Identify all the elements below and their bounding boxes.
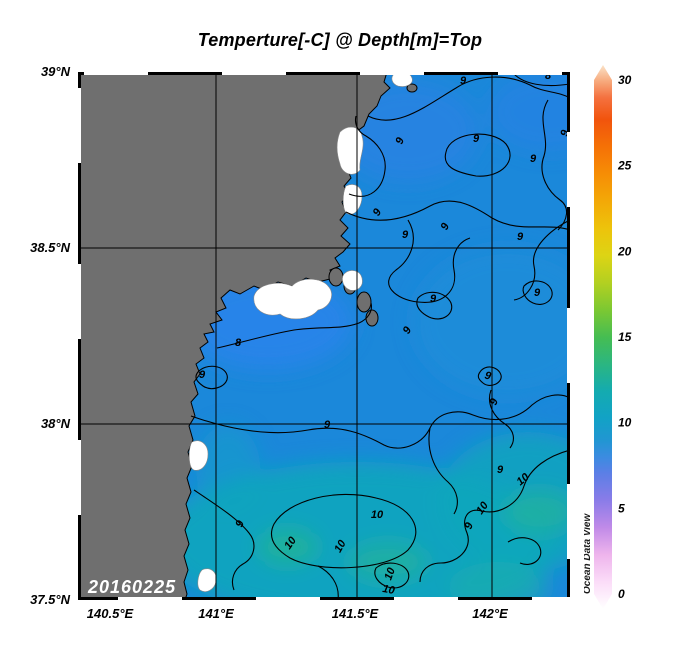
contour-value-label: 9 — [530, 153, 537, 165]
x-tick-label: 141.5°E — [331, 606, 379, 621]
contour-value-label: 8 — [235, 337, 242, 349]
contour-value-label: 9 — [460, 75, 467, 87]
x-tick-label: 141°E — [198, 606, 234, 621]
watermark-text: Ocean Data View — [584, 513, 593, 594]
colorbar-tick-label: 0 — [618, 587, 625, 601]
colorbar-tick-labels: 30 25 20 15 10 5 0 — [617, 73, 632, 601]
contour-value-label: 9 — [430, 293, 437, 305]
y-tick-label: 39°N — [40, 64, 70, 79]
y-tick-label: 38.5°N — [30, 240, 70, 255]
contour-value-label: 10 — [382, 565, 398, 581]
x-tick-label: 142°E — [472, 606, 508, 621]
contour-value-label: 10 — [371, 509, 384, 521]
contour-value-label: 9 — [439, 221, 453, 232]
y-tick-label: 38°N — [40, 416, 70, 431]
colorbar-tick-label: 15 — [618, 330, 632, 344]
date-label: 20160225 — [87, 577, 176, 597]
colorbar-tick-label: 30 — [618, 73, 632, 87]
colorbar-tick-label: 5 — [618, 501, 625, 515]
contour-value-label: 9 — [497, 464, 504, 476]
y-tick-label: 37.5°N — [30, 592, 70, 607]
contour-value-label: 9 — [487, 396, 501, 407]
contour-value-label: 8 — [545, 72, 552, 82]
colorbar-gradient-bar — [594, 65, 612, 609]
contour-value-label: 9 — [473, 133, 480, 145]
colorbar-tick-label: 20 — [617, 244, 632, 258]
contour-lines — [190, 73, 570, 600]
contour-value-label: 9 — [517, 231, 524, 243]
colorbar: 30 25 20 15 10 5 0 Ocean Data View — [584, 65, 632, 609]
contour-value-label: 10 — [381, 583, 396, 597]
contour-value-label: 9 — [534, 287, 541, 299]
contour-value-label: 9 — [393, 135, 407, 146]
contour-value-label: 9 — [324, 419, 331, 431]
contour-value-label: 9 — [199, 369, 206, 381]
colorbar-tick-label: 25 — [617, 159, 632, 173]
map-frame — [78, 72, 570, 600]
x-tick-label: 140.5°E — [86, 606, 134, 621]
contour-value-label: 9 — [462, 520, 476, 531]
contour-value-label: 9 — [559, 128, 570, 138]
contour-value-label: 9 — [402, 229, 409, 241]
contour-value-label: 9 — [483, 370, 493, 383]
contour-value-label: 9 — [233, 518, 247, 529]
plot-title: Temperture[-C] @ Depth[m]=Top — [197, 30, 483, 50]
colorbar-tick-label: 10 — [618, 416, 632, 430]
